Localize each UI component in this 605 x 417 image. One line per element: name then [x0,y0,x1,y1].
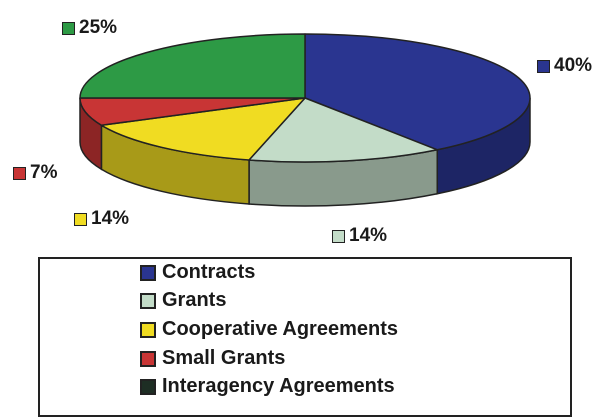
legend-swatch-small-grants [140,350,156,367]
pct-label-small-grants: 7% [13,162,57,184]
pct-text-small-grants: 7% [30,162,58,183]
pct-label-unlabeled: 25% [62,17,117,39]
legend-item-small-grants: Small Grants [140,347,285,370]
pct-swatch-unlabeled [62,21,75,35]
pie-sides [79,97,531,207]
legend-item-contracts: Contracts [140,261,255,284]
pct-text-unlabeled: 25% [79,17,118,38]
pct-label-contracts: 40% [537,55,592,77]
legend-swatch-contracts [140,264,156,281]
pct-swatch-cooperative [74,212,87,226]
pct-swatch-small-grants [13,166,26,180]
legend-label-grants: Grants [162,289,227,311]
legend-label-interagency: Interagency Agreements [162,375,395,397]
legend-swatch-grants [140,292,156,309]
pct-label-grants: 14% [332,225,387,247]
pie-tops [79,33,531,163]
legend: Contracts Grants Cooperative Agreements … [38,257,572,417]
legend-swatch-cooperative [140,321,156,338]
pct-text-grants: 14% [349,225,388,246]
legend-label-contracts: Contracts [162,261,256,283]
legend-item-grants: Grants [140,289,226,312]
legend-item-interagency: Interagency Agreements [140,375,395,398]
pct-swatch-grants [332,229,345,243]
legend-label-small-grants: Small Grants [162,347,286,369]
pie-slice-2 [100,97,306,161]
pct-text-cooperative: 14% [91,208,130,229]
legend-swatch-interagency [140,378,156,395]
legend-label-cooperative: Cooperative Agreements [162,318,398,340]
pie-slice-1 [248,97,439,163]
pct-label-cooperative: 14% [74,208,129,230]
pie-chart [79,33,531,207]
pie-slice-0 [304,33,531,151]
pie-slice-5 [79,33,306,99]
pct-text-contracts: 40% [554,55,593,76]
legend-item-cooperative: Cooperative Agreements [140,318,398,341]
pct-swatch-contracts [537,59,550,73]
